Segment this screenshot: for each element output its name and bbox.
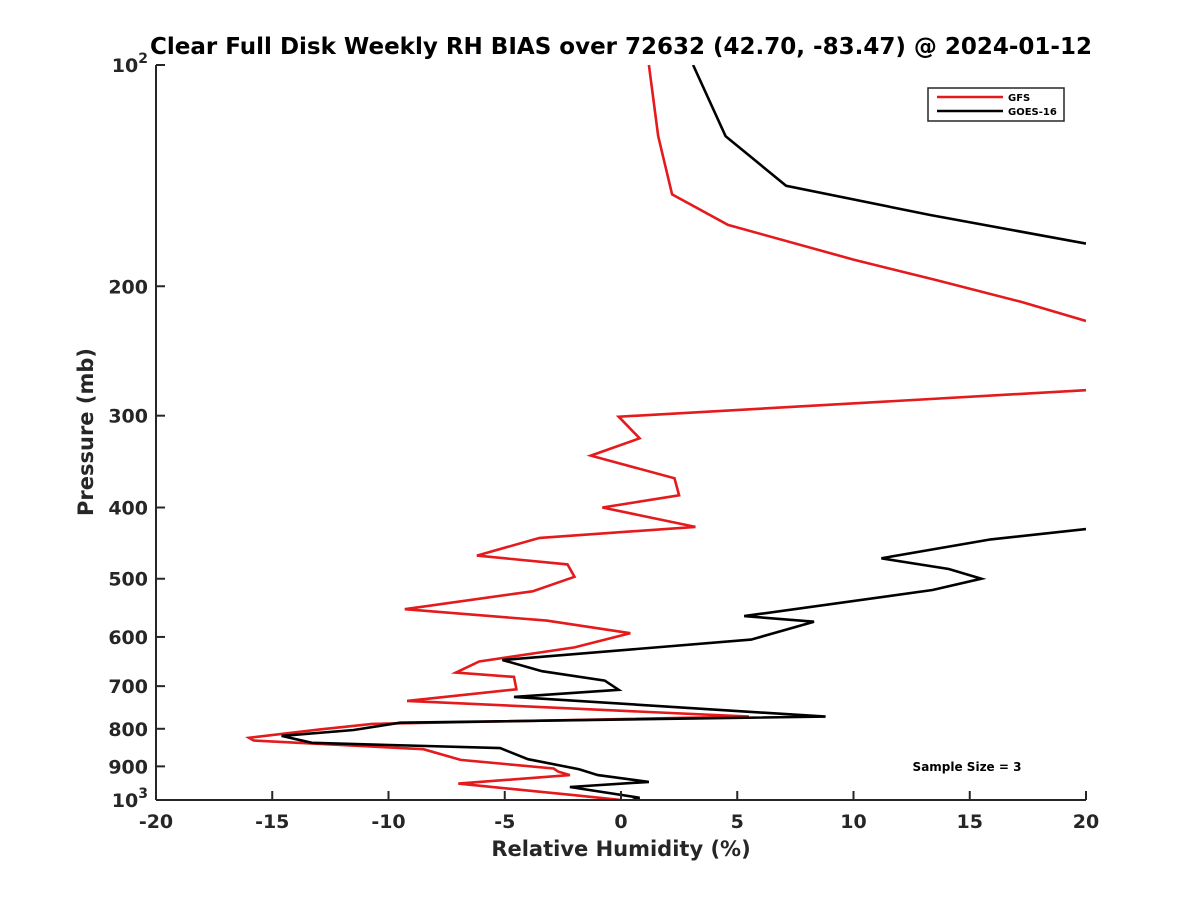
series-line-goes-16-segment-1 [281, 527, 1086, 800]
chart-title: Clear Full Disk Weekly RH BIAS over 7263… [150, 34, 1092, 60]
axes [155, 65, 1086, 801]
y-tick-label: 700 [108, 676, 148, 698]
x-ticks: -20 -15 -10 -5 0 5 10 15 20 [139, 791, 1099, 833]
x-tick-label: 5 [731, 811, 744, 833]
y-tick-label: 800 [108, 719, 148, 741]
x-tick-label: 15 [957, 811, 983, 833]
y-tick-label: 500 [108, 569, 148, 591]
series-line-gfs-segment-1 [245, 388, 1086, 800]
legend: GFS GOES-16 [927, 87, 1065, 122]
legend-label-goes16: GOES-16 [1008, 107, 1057, 118]
y-tick-label: 900 [108, 756, 148, 778]
x-tick-label: -10 [371, 811, 405, 833]
y-tick-label: 102 [112, 51, 148, 77]
x-tick-label: 10 [840, 811, 866, 833]
legend-label-gfs: GFS [1008, 93, 1030, 104]
series-line-goes-16-segment-0 [691, 65, 1086, 245]
y-tick-label: 103 [112, 786, 148, 812]
x-tick-label: -20 [139, 811, 173, 833]
y-tick-label: 200 [108, 276, 148, 298]
y-tick-label: 400 [108, 498, 148, 520]
sample-size-annotation: Sample Size = 3 [913, 760, 1022, 774]
x-tick-label: 20 [1073, 811, 1099, 833]
y-axis-label: Pressure (mb) [74, 348, 98, 516]
y-ticks: 102 200 300 400 500 600 700 800 900 103 [108, 51, 165, 812]
y-tick-label: 300 [108, 406, 148, 428]
series-layer [245, 65, 1086, 800]
x-tick-label: 0 [614, 811, 627, 833]
y-tick-label: 600 [108, 627, 148, 649]
legend-box [927, 87, 1065, 122]
series-line-gfs-segment-0 [647, 65, 1086, 323]
x-axis-label: Relative Humidity (%) [491, 837, 750, 861]
x-tick-label: -5 [494, 811, 515, 833]
x-tick-label: -15 [255, 811, 289, 833]
